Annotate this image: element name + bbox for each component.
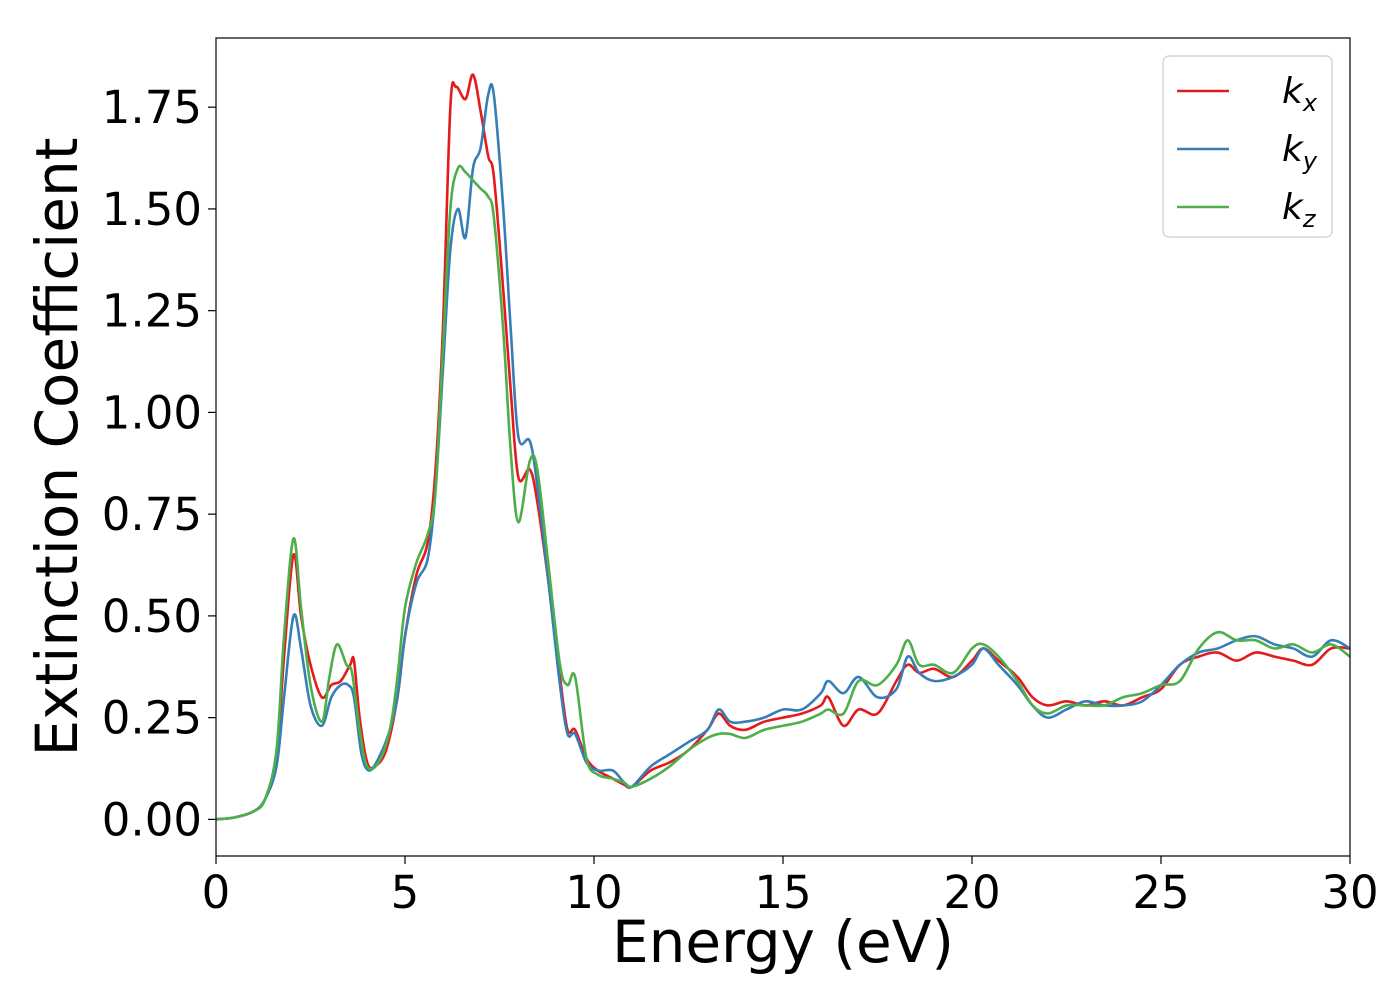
y-tick-label: 1.00 [102,386,202,439]
legend-label-subscript: x [1302,89,1318,117]
x-tick-label: 5 [391,866,420,919]
x-tick-label: 15 [754,866,811,919]
y-axis-title: Extinction Coefficient [23,138,91,757]
legend-label-base: k [1282,129,1305,170]
legend-label-subscript: y [1302,147,1318,175]
y-tick-label: 1.75 [102,81,202,134]
legend-label-subscript: z [1302,205,1317,233]
series-line-k-x [216,73,1350,821]
legend-label-base: k [1282,71,1305,112]
y-axis: 0.00 0.25 0.50 0.75 1.00 1.25 1.50 1.75 [102,81,216,846]
x-tick-label: 25 [1132,866,1189,919]
y-tick-label: 0.25 [102,692,202,745]
y-tick-label: 1.50 [102,183,202,236]
legend-box [1162,55,1333,238]
y-tick-label: 0.50 [102,590,202,643]
x-tick-label: 20 [943,866,1000,919]
x-tick-label: 10 [565,866,622,919]
y-tick-label: 0.00 [102,793,202,846]
legend-label-base: k [1282,187,1305,228]
x-axis: 0 5 10 15 20 25 30 [202,856,1379,919]
series-line-k-z [216,164,1350,821]
legend-label: kz [1282,187,1317,233]
legend-label: kx [1282,71,1318,117]
x-tick-label: 30 [1321,866,1378,919]
series-line-k-y [216,83,1350,821]
series-lines [216,73,1350,821]
x-tick-label: 0 [202,866,231,919]
y-tick-label: 1.25 [102,285,202,338]
x-axis-title: Energy (eV) [612,908,954,976]
legend-label: ky [1282,129,1318,175]
y-tick-label: 0.75 [102,488,202,541]
